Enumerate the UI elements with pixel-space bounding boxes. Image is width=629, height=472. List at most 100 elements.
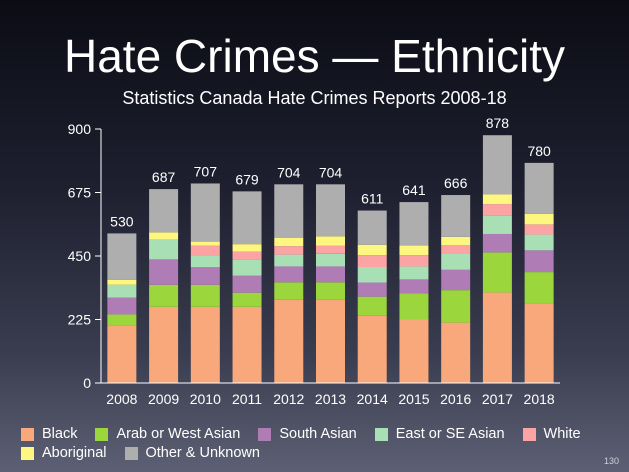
bar-segment bbox=[190, 267, 220, 285]
bar-segment bbox=[274, 282, 304, 300]
bar-segment bbox=[399, 245, 429, 256]
bar-segment bbox=[232, 259, 262, 276]
bar-segment bbox=[274, 299, 304, 383]
bar-segment bbox=[316, 184, 345, 237]
bar-segment bbox=[107, 284, 137, 298]
bar-segment bbox=[190, 255, 220, 268]
bar-segment bbox=[149, 259, 179, 285]
bar-segment bbox=[316, 236, 345, 246]
legend-swatch bbox=[124, 447, 138, 460]
bar-segment bbox=[399, 266, 429, 280]
bar-segment bbox=[232, 292, 262, 307]
bar-segment bbox=[441, 236, 471, 245]
bar-total-label: 687 bbox=[152, 169, 176, 185]
bar-segment bbox=[274, 254, 304, 267]
legend-item: Black bbox=[21, 425, 77, 444]
bar-segment bbox=[441, 244, 471, 254]
bar-segment bbox=[524, 250, 554, 273]
bar-segment bbox=[524, 234, 554, 251]
legend-item: Other & Unknown bbox=[124, 444, 260, 463]
bar-segment bbox=[316, 282, 345, 300]
bar-segment bbox=[232, 275, 262, 293]
bar-segment bbox=[524, 272, 554, 304]
bar-segment bbox=[232, 306, 262, 383]
legend-item: Arab or West Asian bbox=[95, 425, 240, 444]
legend-item: South Asian bbox=[258, 425, 357, 444]
bar-segment bbox=[482, 215, 512, 234]
legend-label: White bbox=[543, 426, 581, 442]
legend-label: Aboriginal bbox=[42, 445, 107, 461]
bar-total-label: 878 bbox=[486, 115, 510, 131]
bar-segment bbox=[399, 255, 429, 267]
bar-segment bbox=[524, 303, 554, 383]
bar-segment bbox=[274, 184, 304, 238]
x-tick-label: 2009 bbox=[148, 391, 179, 407]
bar-segment bbox=[482, 135, 512, 195]
bar-segment bbox=[482, 194, 512, 205]
legend-label: South Asian bbox=[279, 426, 357, 442]
bar-total-label: 679 bbox=[235, 171, 259, 187]
bar-segment bbox=[482, 292, 512, 383]
bar-segment bbox=[482, 252, 512, 293]
bar-segment bbox=[399, 279, 429, 294]
slide-subtitle: Statistics Canada Hate Crimes Reports 20… bbox=[122, 88, 507, 108]
chart-legend: Black Arab or West Asian South Asian East o… bbox=[21, 425, 621, 463]
bar-segment bbox=[232, 191, 262, 245]
bar-total-label: 704 bbox=[319, 164, 343, 180]
bar-total-label: 530 bbox=[110, 213, 134, 229]
x-tick-label: 2017 bbox=[482, 391, 513, 407]
y-tick-label: 225 bbox=[68, 312, 92, 328]
legend-swatch bbox=[258, 428, 272, 441]
bar-total-label: 611 bbox=[361, 191, 384, 207]
bar-segment bbox=[149, 306, 179, 383]
x-tick-label: 2015 bbox=[398, 391, 429, 407]
bar-segment bbox=[357, 255, 387, 268]
legend-swatch bbox=[374, 428, 388, 441]
y-tick-label: 900 bbox=[68, 121, 92, 137]
bar-segment bbox=[357, 267, 387, 283]
bar-segment bbox=[190, 245, 220, 256]
bar-segment bbox=[357, 282, 387, 297]
bar-segment bbox=[274, 237, 304, 247]
bar-total-label: 780 bbox=[527, 143, 551, 159]
bar-segment bbox=[441, 269, 471, 291]
y-tick-label: 675 bbox=[68, 185, 92, 201]
bar-total-label: 641 bbox=[402, 182, 426, 198]
y-tick-label: 450 bbox=[68, 248, 92, 264]
legend-swatch bbox=[21, 447, 34, 460]
legend-swatch bbox=[95, 428, 109, 441]
bar-segment bbox=[399, 202, 429, 246]
x-tick-label: 2010 bbox=[190, 391, 221, 407]
x-tick-label: 2008 bbox=[106, 391, 137, 407]
bar-segment bbox=[524, 213, 554, 225]
x-tick-label: 2011 bbox=[232, 391, 262, 407]
x-tick-label: 2016 bbox=[440, 391, 471, 407]
bar-segment bbox=[441, 253, 471, 270]
bar-segment bbox=[190, 306, 220, 383]
bar-segment bbox=[274, 266, 304, 283]
bar-segment bbox=[524, 224, 554, 235]
slide-title: Hate Crimes — Ethnicity bbox=[63, 30, 565, 82]
legend-item: East or SE Asian bbox=[374, 425, 505, 444]
x-tick-label: 2018 bbox=[524, 391, 555, 407]
bar-segment bbox=[107, 314, 137, 326]
bar-total-label: 707 bbox=[194, 163, 218, 179]
bar-segment bbox=[190, 284, 220, 307]
bar-total-label: 704 bbox=[277, 164, 301, 180]
bar-segment bbox=[149, 189, 179, 233]
bar-segment bbox=[357, 210, 387, 245]
x-tick-label: 2013 bbox=[315, 391, 346, 407]
bar-segment bbox=[357, 244, 387, 256]
bar-segment bbox=[107, 233, 137, 280]
y-tick-label: 0 bbox=[83, 375, 91, 391]
bar-segment bbox=[316, 253, 345, 267]
bar-segment bbox=[399, 293, 429, 320]
legend-label: Arab or West Asian bbox=[116, 426, 241, 442]
bar-segment bbox=[149, 239, 179, 260]
bar-segment bbox=[190, 241, 220, 246]
legend-swatch bbox=[21, 428, 34, 441]
legend-item: Aboriginal bbox=[21, 444, 107, 463]
bar-segment bbox=[357, 296, 387, 316]
x-tick-label: 2012 bbox=[273, 391, 304, 407]
